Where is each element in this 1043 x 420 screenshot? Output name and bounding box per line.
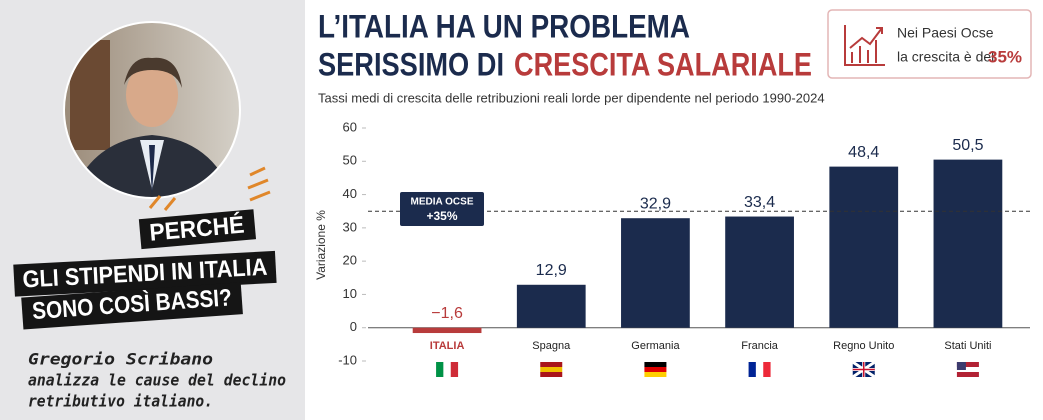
chart-title: SERISSIMO DI bbox=[318, 46, 504, 82]
value-label: 48,4 bbox=[848, 144, 879, 161]
scribbles bbox=[148, 166, 271, 211]
flag-part bbox=[755, 362, 764, 377]
portrait bbox=[64, 22, 240, 198]
bar bbox=[725, 216, 794, 328]
flag-part bbox=[540, 372, 563, 377]
callout-box bbox=[827, 9, 1032, 79]
bar bbox=[621, 218, 690, 328]
flag-part bbox=[763, 362, 771, 377]
flag-part bbox=[436, 362, 444, 377]
value-label: 33,4 bbox=[744, 194, 775, 211]
y-tick-label: 0 bbox=[350, 319, 357, 334]
y-tick-label: 60 bbox=[343, 119, 357, 134]
callout-highlight: 35% bbox=[988, 47, 1022, 66]
bar bbox=[829, 166, 899, 328]
flag-part bbox=[443, 362, 451, 377]
x-tick-label: Regno Unito bbox=[833, 340, 894, 352]
callout-icon bbox=[844, 25, 885, 66]
value-label: 32,9 bbox=[640, 195, 671, 212]
value-label: 50,5 bbox=[952, 137, 983, 154]
y-tick-label: 30 bbox=[343, 219, 357, 234]
y-tick-label: 50 bbox=[343, 153, 357, 168]
reference-label-box bbox=[400, 192, 484, 226]
callout-text: Nei Paesi Ocse bbox=[897, 25, 994, 41]
flag-part bbox=[748, 362, 756, 377]
flag-part bbox=[644, 362, 667, 367]
bar bbox=[412, 327, 482, 334]
y-axis-label: Variazione % bbox=[314, 210, 328, 280]
flag-part bbox=[956, 362, 966, 370]
value-label: −1,6 bbox=[431, 305, 463, 322]
value-label: 12,9 bbox=[536, 262, 567, 279]
y-tick-label: -10 bbox=[338, 352, 357, 367]
flag-part bbox=[956, 362, 979, 367]
x-tick-label: Stati Uniti bbox=[944, 340, 991, 352]
x-tick-label: ITALIA bbox=[430, 340, 465, 352]
chart-subtitle: Tassi medi di crescita delle retribuzion… bbox=[318, 90, 825, 105]
y-tick-label: 10 bbox=[343, 286, 357, 301]
flag-part bbox=[644, 372, 667, 377]
chart-title-highlight: CRESCITA SALARIALE bbox=[514, 46, 812, 82]
caption: Gregorio Scribano bbox=[28, 350, 213, 369]
flag-part bbox=[852, 362, 875, 377]
caption: analizza le cause del declino bbox=[28, 371, 286, 390]
y-tick-label: 20 bbox=[343, 253, 357, 268]
flag-part bbox=[540, 367, 563, 372]
x-tick-label: Germania bbox=[631, 340, 680, 352]
caption: retributivo italiano. bbox=[28, 392, 213, 411]
reference-label: +35% bbox=[426, 209, 457, 223]
callout-text: la crescita è del bbox=[897, 49, 994, 65]
bar bbox=[933, 159, 1003, 328]
flag-part bbox=[540, 362, 563, 367]
y-tick-label: 40 bbox=[343, 186, 357, 201]
x-tick-label: Spagna bbox=[532, 340, 571, 352]
flag-part bbox=[450, 362, 459, 377]
x-tick-label: Francia bbox=[741, 340, 779, 352]
flag-part bbox=[956, 367, 979, 372]
flag-part bbox=[956, 372, 979, 377]
portrait-frame bbox=[63, 21, 241, 199]
flag-part bbox=[644, 367, 667, 372]
reference-label: MEDIA OCSE bbox=[411, 197, 474, 208]
bar bbox=[516, 284, 586, 328]
chart-title: L’ITALIA HA UN PROBLEMA bbox=[318, 8, 690, 44]
